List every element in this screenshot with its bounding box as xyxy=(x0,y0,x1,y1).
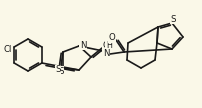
Text: S: S xyxy=(55,65,60,75)
Text: S: S xyxy=(169,14,175,24)
Text: H: H xyxy=(105,41,111,51)
Text: N: N xyxy=(102,48,109,57)
Text: O: O xyxy=(102,41,109,51)
Text: N: N xyxy=(79,40,86,49)
Text: S: S xyxy=(58,67,63,75)
Text: O: O xyxy=(108,33,115,43)
Text: Cl: Cl xyxy=(4,45,12,55)
